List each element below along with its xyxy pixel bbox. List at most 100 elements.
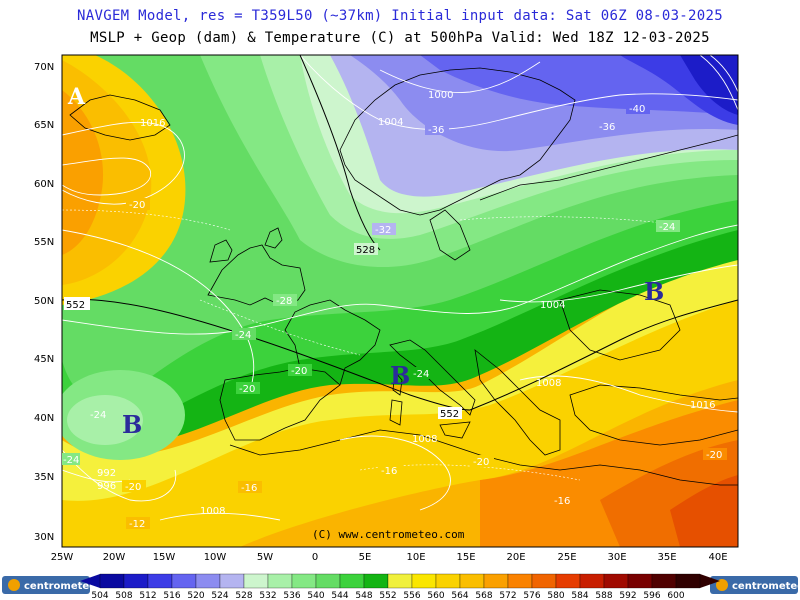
temp-label: -40 <box>629 104 645 115</box>
legend-swatch <box>675 573 701 589</box>
temp-label: -20 <box>129 200 145 211</box>
isobar-label: 996 <box>97 481 116 492</box>
legend-value: 592 <box>619 591 636 600</box>
isotherm-west <box>62 209 231 231</box>
parameters-title: MSLP + Geop (dam) & Temperature (C) at 5… <box>90 30 710 46</box>
coast-iberia <box>219 367 341 441</box>
temp-label: -24 <box>659 222 675 233</box>
legend-value: 600 <box>667 591 684 600</box>
temp-label: -24 <box>63 455 79 466</box>
lon-label: 30E <box>607 552 626 563</box>
lat-label: 55N <box>34 237 54 248</box>
color-zone-552 <box>62 250 738 501</box>
legend-swatch <box>363 573 389 589</box>
isobar-1000-north <box>379 61 541 93</box>
high-pressure-center: A <box>67 84 86 110</box>
lon-label: 35E <box>657 552 676 563</box>
isotherm-france <box>199 299 361 356</box>
lon-label: 15W <box>153 552 176 563</box>
legend-swatch <box>99 573 125 589</box>
latitude-axis: 70N 65N 60N 55N 50N 45N 40N 35N 30N <box>34 62 54 543</box>
lon-label: 10W <box>204 552 227 563</box>
copyright-text: (C) www.centrometeo.com <box>312 528 465 541</box>
isobar-1004-north <box>299 55 738 130</box>
coast-corsica <box>392 371 403 396</box>
geop-label: 528 <box>356 245 375 256</box>
geop-labels: 552 528 552 <box>64 243 462 420</box>
lat-label: 65N <box>34 120 54 131</box>
coast-black-sea <box>559 289 681 361</box>
legend-swatch <box>195 573 221 589</box>
isobar-label: 1016 <box>690 400 715 411</box>
isobar-1008-med <box>339 435 451 511</box>
isobar-label: 1008 <box>536 378 561 389</box>
coast-scandinavia <box>339 67 576 216</box>
legend-value: 504 <box>91 591 108 600</box>
legend-swatch <box>339 573 365 589</box>
isobar-label: 1004 <box>540 300 565 311</box>
color-zone-high-inner <box>62 90 104 255</box>
lon-label: 20E <box>506 552 525 563</box>
lon-label: 25W <box>51 552 74 563</box>
geop-552-line-b <box>469 299 738 411</box>
legend-swatch <box>411 573 437 589</box>
legend-value: 540 <box>307 591 324 600</box>
temp-label: -24 <box>235 330 251 341</box>
geop-552-line-a <box>62 298 471 411</box>
coast-france <box>284 299 381 386</box>
geop-528-line <box>299 55 381 251</box>
legend-swatch <box>267 573 293 589</box>
legend-value: 568 <box>475 591 492 600</box>
legend-swatch <box>651 573 677 589</box>
legend-value: 564 <box>451 591 468 600</box>
legend-value: 588 <box>595 591 612 600</box>
legend-swatch <box>483 573 509 589</box>
legend-swatch <box>627 573 653 589</box>
coast-scotland <box>264 227 283 249</box>
coast-sardinia <box>389 399 403 426</box>
logo-right-text: centrometeo <box>732 581 800 592</box>
geopotential-lines <box>62 55 738 411</box>
model-title: NAVGEM Model, res = T359L50 (~37km) Init… <box>77 8 723 24</box>
legend-value: 556 <box>403 591 420 600</box>
legend-value: 552 <box>379 591 396 600</box>
legend-swatches <box>99 573 701 589</box>
temp-label: -20 <box>239 384 255 395</box>
legend-value: 520 <box>187 591 204 600</box>
isobar-west-1 <box>62 229 255 391</box>
legend-swatch <box>387 573 413 589</box>
isobar-labels: 1016 1004 1000 1008 1008 1016 1004 992 9… <box>97 90 715 517</box>
lat-label: 60N <box>34 179 54 190</box>
geop-label: 552 <box>440 409 459 420</box>
legend-swatch <box>171 573 197 589</box>
legend-value: 572 <box>499 591 516 600</box>
isobar-ne-low-inner <box>709 55 738 93</box>
legend-swatch <box>147 573 173 589</box>
isotherms <box>62 209 681 481</box>
lat-label: 30N <box>34 532 54 543</box>
coast-british-isles <box>207 244 306 306</box>
legend-value: 528 <box>235 591 252 600</box>
temp-label: -24 <box>413 369 429 380</box>
legend-value: 584 <box>571 591 588 600</box>
lon-label: 25E <box>557 552 576 563</box>
legend-value: 560 <box>427 591 444 600</box>
color-zone-508 <box>680 55 738 115</box>
legend-value: 508 <box>115 591 132 600</box>
temp-label: -16 <box>241 483 257 494</box>
geop-label: 552 <box>66 300 85 311</box>
legend-value: 580 <box>547 591 564 600</box>
temp-label: -24 <box>90 410 106 421</box>
isobar-label: 992 <box>97 468 116 479</box>
legend-value: 516 <box>163 591 180 600</box>
lat-label: 35N <box>34 472 54 483</box>
logo-left-box <box>2 576 90 594</box>
legend-value: 548 <box>355 591 372 600</box>
lat-label: 50N <box>34 296 54 307</box>
logo-right-box <box>710 576 798 594</box>
legend-swatch <box>219 573 245 589</box>
legend-swatch <box>291 573 317 589</box>
legend-value: 532 <box>259 591 276 600</box>
lat-label: 70N <box>34 62 54 73</box>
legend-swatch <box>315 573 341 589</box>
